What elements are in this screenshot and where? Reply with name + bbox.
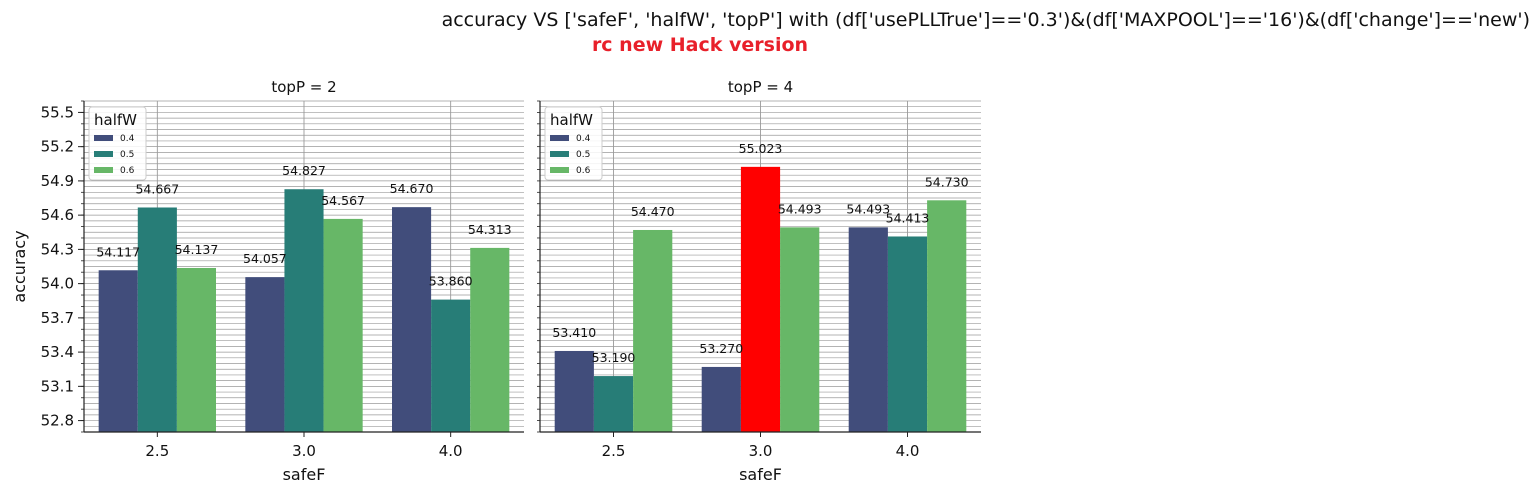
legend-swatch-0.6: [550, 167, 569, 173]
data-label: 54.667: [135, 181, 179, 196]
data-label: 53.410: [552, 325, 596, 340]
legend-title: halfW: [94, 111, 137, 129]
bar-0.5-3.0: [284, 189, 324, 432]
y-axis-label: accuracy: [10, 230, 29, 302]
chart-panel-2: 53.41053.27054.49353.19055.02354.41354.4…: [537, 78, 981, 484]
data-label: 54.313: [468, 222, 512, 237]
data-label: 54.470: [631, 204, 675, 219]
y-tick-label: 54.0: [41, 275, 74, 293]
data-label: 53.860: [429, 274, 473, 289]
bar-0.4-4.0: [848, 227, 888, 432]
bar-0.6-2.5: [176, 267, 216, 432]
bar-0.4-4.0: [392, 207, 432, 432]
y-tick-label: 55.5: [41, 103, 74, 121]
legend-swatch-0.6: [94, 167, 113, 173]
x-tick-label: 2.5: [602, 442, 626, 460]
bar-0.4-2.5: [98, 270, 138, 432]
bar-0.5-4.0: [887, 236, 928, 432]
y-tick-label: 52.8: [41, 412, 74, 430]
legend-label-0.5: 0.5: [120, 150, 134, 160]
data-label: 54.493: [778, 201, 822, 216]
legend-label-0.5: 0.5: [576, 150, 590, 160]
figure-subtitle: rc new Hack version: [591, 34, 809, 56]
data-label: 53.190: [592, 350, 636, 365]
data-label: 54.493: [846, 201, 890, 216]
y-tick-label: 54.3: [41, 240, 74, 258]
legend-swatch-0.4: [94, 135, 113, 141]
panel-title: topP = 2: [271, 78, 336, 96]
bar-0.4-2.5: [554, 350, 594, 432]
bar-0.6-3.0: [323, 218, 363, 432]
x-axis-label: safeF: [739, 465, 782, 484]
bar-0.6-4.0: [470, 247, 510, 432]
data-label: 55.023: [739, 141, 783, 156]
legend-label-0.4: 0.4: [120, 134, 135, 144]
data-label: 54.137: [175, 242, 219, 257]
bar-0.4-3.0: [245, 277, 285, 432]
legend: halfW 0.4 0.5 0.6: [544, 106, 603, 181]
x-tick-label: 4.0: [896, 442, 920, 460]
x-tick-label: 2.5: [145, 442, 169, 460]
figure-title: accuracy VS ['safeF', 'halfW', 'topP'] w…: [441, 9, 1530, 31]
bar-0.5-2.5: [137, 207, 177, 432]
bar-0.5-4.0: [431, 299, 471, 432]
x-tick-label: 3.0: [292, 442, 316, 460]
y-tick-label: 53.1: [41, 377, 74, 395]
bar-0.6-4.0: [927, 200, 967, 432]
data-label: 54.567: [321, 193, 365, 208]
bar-0.4-3.0: [701, 366, 741, 432]
y-tick-label: 55.2: [41, 138, 74, 156]
legend-box: [544, 106, 603, 181]
x-axis-label: safeF: [283, 465, 326, 484]
y-tick-label: 53.7: [41, 309, 74, 327]
data-label: 54.413: [886, 210, 930, 225]
legend-title: halfW: [550, 111, 593, 129]
bar-0.6-3.0: [780, 227, 820, 432]
bar-0.5-2.5: [593, 376, 634, 432]
bar-0.6-2.5: [633, 229, 673, 432]
legend-box: [88, 106, 147, 181]
data-label: 54.670: [390, 181, 434, 196]
legend-label-0.6: 0.6: [576, 166, 591, 176]
legend-label-0.4: 0.4: [576, 134, 591, 144]
data-label: 54.117: [96, 244, 140, 259]
legend-label-0.6: 0.6: [120, 166, 135, 176]
data-label: 54.057: [243, 251, 287, 266]
x-tick-label: 3.0: [749, 442, 773, 460]
bar-0.5-3.0: [740, 166, 781, 432]
legend: halfW 0.4 0.5 0.6: [88, 106, 147, 181]
data-label: 54.730: [925, 174, 969, 189]
chart-panel-1: 54.117 54.057 54.670 54.667 54.827 53.860 54.1…: [10, 78, 524, 484]
data-label: 53.270: [699, 341, 743, 356]
data-label: 54.827: [282, 163, 326, 178]
x-tick-label: 4.0: [439, 442, 463, 460]
legend-swatch-0.4: [550, 135, 569, 141]
legend-swatch-0.5: [94, 151, 113, 157]
panel-title: topP = 4: [728, 78, 793, 96]
y-tick-label: 54.6: [41, 206, 74, 224]
y-tick-label: 53.4: [41, 343, 74, 361]
y-tick-label: 54.9: [41, 172, 74, 190]
legend-swatch-0.5: [550, 151, 569, 157]
